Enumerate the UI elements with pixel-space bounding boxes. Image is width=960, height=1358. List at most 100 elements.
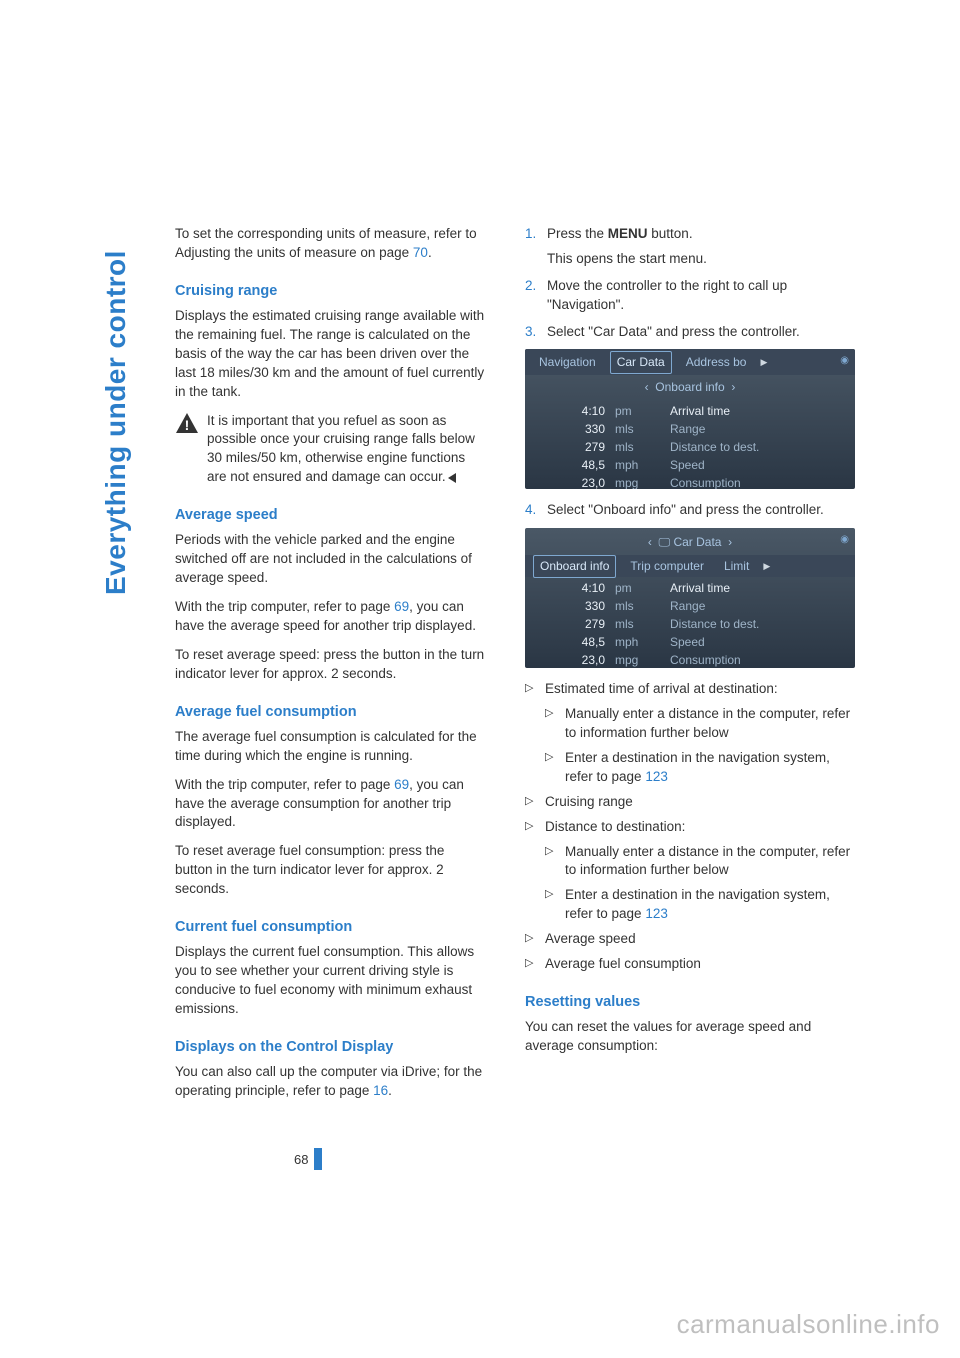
label: Arrival time: [655, 403, 835, 420]
value: 4:10: [555, 580, 605, 597]
bold-text: MENU: [608, 226, 648, 241]
label: Consumption: [655, 652, 835, 669]
text: .: [388, 1083, 392, 1098]
list-item: Average fuel consumption: [525, 955, 855, 974]
page-link[interactable]: 69: [394, 599, 409, 614]
list-item: Enter a destination in the navigation sy…: [545, 749, 855, 787]
bullet-sublist: Manually enter a distance in the compute…: [545, 705, 855, 787]
screenshot-data-row: 48,5mphSpeed: [555, 633, 835, 651]
unit: mls: [605, 439, 655, 456]
paragraph: With the trip computer, refer to page 69…: [175, 776, 485, 833]
text: With the trip computer, refer to page: [175, 777, 394, 792]
text: Enter a destination in the navigation sy…: [565, 887, 830, 921]
warning-icon: !: [175, 412, 199, 434]
screenshot-breadcrumb: ‹ 🖵 Car Data ›: [525, 528, 855, 555]
text: With the trip computer, refer to page: [175, 599, 394, 614]
warning-block: ! It is important that you refuel as soo…: [175, 412, 485, 488]
paragraph: Displays the estimated cruising range av…: [175, 307, 485, 401]
step-list: 4. Select "Onboard info" and press the c…: [525, 501, 855, 520]
screenshot-tab: Navigation: [533, 352, 602, 373]
bullet-sublist: Manually enter a distance in the compute…: [545, 843, 855, 925]
page-link[interactable]: 16: [373, 1083, 388, 1098]
value: 23,0: [555, 652, 605, 669]
screenshot-subtitle: ‹ Onboard info ›: [525, 375, 855, 400]
step-item: 4. Select "Onboard info" and press the c…: [525, 501, 855, 520]
value: 48,5: [555, 634, 605, 651]
intro-paragraph: To set the corresponding units of measur…: [175, 225, 485, 263]
paragraph: Periods with the vehicle parked and the …: [175, 531, 485, 588]
list-item: Average speed: [525, 930, 855, 949]
screenshot-tab: Trip computer: [624, 556, 710, 577]
list-item: Manually enter a distance in the compute…: [545, 843, 855, 881]
page-content: To set the corresponding units of measur…: [115, 225, 855, 1111]
text: It is important that you refuel as soon …: [207, 413, 475, 485]
screenshot-data-row: 48,5mphSpeed: [555, 456, 835, 474]
value: 279: [555, 439, 605, 456]
page-link[interactable]: 70: [413, 245, 428, 260]
page-link[interactable]: 123: [645, 769, 668, 784]
screenshot-data-row: 279mlsDistance to dest.: [555, 438, 835, 456]
paragraph: You can also call up the computer via iD…: [175, 1063, 485, 1101]
screenshot-tab: Onboard info: [533, 555, 616, 578]
screenshot-body: 4:10pmArrival time330mlsRange279mlsDista…: [525, 400, 855, 489]
idrive-screenshot-2: ‹ 🖵 Car Data › Onboard info Trip computer…: [525, 528, 855, 668]
paragraph: With the trip computer, refer to page 69…: [175, 598, 485, 636]
screenshot-tab: Limit: [718, 556, 755, 577]
right-column: 1. Press the MENU button. This opens the…: [525, 225, 855, 1111]
unit: mpg: [605, 475, 655, 490]
unit: mls: [605, 421, 655, 438]
step-item: 2. Move the controller to the right to c…: [525, 277, 855, 315]
value: 4:10: [555, 403, 605, 420]
list-item: Estimated time of arrival at destination…: [525, 680, 855, 786]
svg-text:!: !: [185, 417, 190, 433]
value: 330: [555, 421, 605, 438]
label: Speed: [655, 457, 835, 474]
list-item: Enter a destination in the navigation sy…: [545, 886, 855, 924]
controller-icon: ◉: [840, 354, 849, 368]
step-number: 3.: [525, 323, 536, 342]
screenshot-data-row: 4:10pmArrival time: [555, 579, 835, 597]
text: .: [428, 245, 432, 260]
screenshot-data-row: 23,0mpgConsumption: [555, 474, 835, 489]
bullet-list: Estimated time of arrival at destination…: [525, 680, 855, 974]
text: Press the: [547, 226, 608, 241]
screenshot-data-row: 4:10pmArrival time: [555, 402, 835, 420]
paragraph: Displays the current fuel consumption. T…: [175, 943, 485, 1019]
paragraph: To reset average fuel consumption: press…: [175, 842, 485, 899]
controller-icon: ◉: [840, 533, 849, 547]
step-text: Select "Onboard info" and press the cont…: [547, 502, 824, 517]
label: Range: [655, 421, 835, 438]
screenshot-data-row: 330mlsRange: [555, 420, 835, 438]
heading-average-fuel: Average fuel consumption: [175, 702, 485, 722]
heading-average-speed: Average speed: [175, 505, 485, 525]
watermark: carmanualsonline.info: [677, 1309, 940, 1340]
screenshot-tabs: Onboard info Trip computer Limit ▶: [525, 555, 855, 577]
warning-text: It is important that you refuel as soon …: [207, 412, 485, 488]
arrow-icon: ▶: [760, 356, 767, 369]
value: 48,5: [555, 457, 605, 474]
step-number: 1.: [525, 225, 536, 244]
unit: mls: [605, 616, 655, 633]
list-item: Manually enter a distance in the compute…: [545, 705, 855, 743]
label: Distance to dest.: [655, 616, 835, 633]
label: Distance to dest.: [655, 439, 835, 456]
unit: pm: [605, 403, 655, 420]
step-item: 3. Select "Car Data" and press the contr…: [525, 323, 855, 342]
heading-current-fuel: Current fuel consumption: [175, 917, 485, 937]
unit: mph: [605, 457, 655, 474]
text: You can also call up the computer via iD…: [175, 1064, 482, 1098]
unit: pm: [605, 580, 655, 597]
step-text: Move the controller to the right to call…: [547, 278, 787, 312]
text: Distance to destination:: [545, 819, 685, 834]
arrow-icon: ▶: [763, 560, 770, 573]
screenshot-tab: Car Data: [610, 351, 672, 374]
page-link[interactable]: 123: [645, 906, 668, 921]
left-column: To set the corresponding units of measur…: [175, 225, 485, 1111]
page-number-bar: [314, 1148, 322, 1170]
text: Enter a destination in the navigation sy…: [565, 750, 830, 784]
step-item: 1. Press the MENU button. This opens the…: [525, 225, 855, 269]
page-link[interactable]: 69: [394, 777, 409, 792]
step-number: 4.: [525, 501, 536, 520]
paragraph: You can reset the values for average spe…: [525, 1018, 855, 1056]
screenshot-data-row: 23,0mpgConsumption: [555, 651, 835, 668]
